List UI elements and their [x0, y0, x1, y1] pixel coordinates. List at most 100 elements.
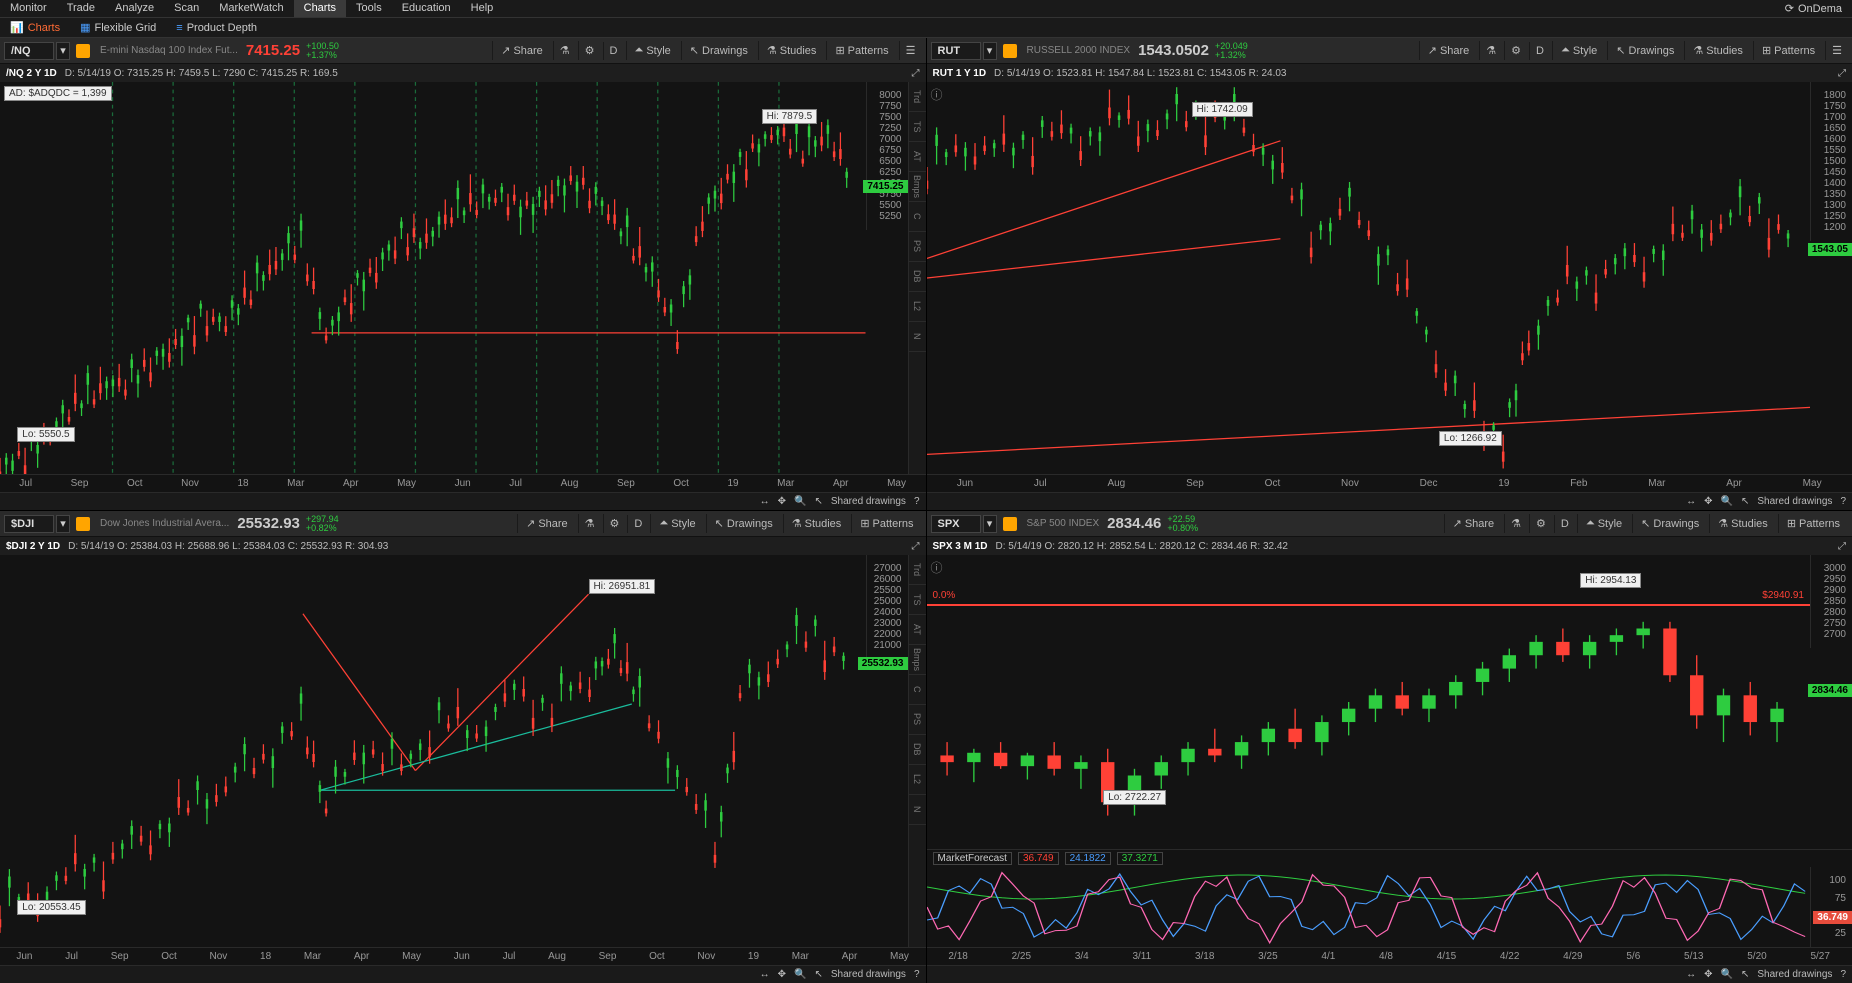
- side-tab-c[interactable]: C: [909, 202, 926, 232]
- zoom-icon[interactable]: 🔍: [1721, 969, 1733, 980]
- interval-button[interactable]: D: [1554, 515, 1575, 533]
- drawings-button[interactable]: ↖Drawings: [681, 41, 756, 60]
- cursor-icon[interactable]: ↖: [815, 496, 823, 507]
- shared-drawings-label[interactable]: Shared drawings: [1757, 969, 1832, 980]
- shared-drawings-label[interactable]: Shared drawings: [831, 496, 906, 507]
- interval-button[interactable]: D: [627, 515, 648, 533]
- list-icon[interactable]: ☰: [1825, 41, 1848, 60]
- symbol-input[interactable]: SPX: [931, 515, 981, 533]
- gear-icon[interactable]: ⚙: [1504, 41, 1527, 60]
- zoom-icon[interactable]: 🔍: [794, 969, 806, 980]
- side-tab-ps[interactable]: PS: [909, 705, 926, 735]
- patterns-button[interactable]: ⊞Patterns: [851, 514, 921, 533]
- share-button[interactable]: ↗Share: [1419, 41, 1478, 60]
- crosshair-icon[interactable]: ✥: [778, 496, 786, 507]
- menu-analyze[interactable]: Analyze: [105, 0, 164, 17]
- side-tab-at[interactable]: AT: [909, 615, 926, 645]
- cursor-icon[interactable]: ↖: [1741, 969, 1749, 980]
- share-button[interactable]: ↗Share: [517, 514, 576, 533]
- share-button[interactable]: ↗Share: [1444, 514, 1503, 533]
- symbol-dropdown[interactable]: ▾: [983, 42, 997, 60]
- drawings-button[interactable]: ↖Drawings: [706, 514, 781, 533]
- cursor-icon[interactable]: ↖: [1741, 496, 1749, 507]
- list-icon[interactable]: ☰: [899, 41, 922, 60]
- menu-help[interactable]: Help: [461, 0, 504, 17]
- zoom-icon[interactable]: 🔍: [794, 496, 806, 507]
- side-tab-ts[interactable]: TS: [909, 112, 926, 142]
- chart-plot-area[interactable]: Hi: 1742.09Lo: 1266.92ⓘ: [927, 82, 1811, 474]
- crosshair-icon[interactable]: ✥: [1704, 969, 1712, 980]
- menu-education[interactable]: Education: [392, 0, 461, 17]
- help-icon[interactable]: ?: [914, 496, 920, 507]
- menu-scan[interactable]: Scan: [164, 0, 209, 17]
- shared-drawings-label[interactable]: Shared drawings: [1757, 496, 1832, 507]
- menu-trade[interactable]: Trade: [57, 0, 105, 17]
- patterns-button[interactable]: ⊞Patterns: [1753, 41, 1823, 60]
- cursor-icon[interactable]: ↖: [815, 969, 823, 980]
- side-tab-n[interactable]: N: [909, 795, 926, 825]
- subbar-flexible-grid[interactable]: ▦Flexible Grid: [70, 19, 166, 36]
- menu-tools[interactable]: Tools: [346, 0, 392, 17]
- studies-button[interactable]: ⚗Studies: [783, 514, 850, 533]
- side-tab-db[interactable]: DB: [909, 735, 926, 765]
- drawings-button[interactable]: ↖Drawings: [1607, 41, 1682, 60]
- menu-monitor[interactable]: Monitor: [0, 0, 57, 17]
- side-tab-trd[interactable]: Trd: [909, 555, 926, 585]
- subbar-product-depth[interactable]: ≡Product Depth: [166, 20, 267, 36]
- ondemand-button[interactable]: ⟳OnDema: [1775, 0, 1852, 17]
- help-icon[interactable]: ?: [1840, 496, 1846, 507]
- gear-icon[interactable]: ⚙: [578, 41, 601, 60]
- side-tab-bmps[interactable]: Bmps: [909, 172, 926, 202]
- symbol-input[interactable]: /NQ: [4, 42, 54, 60]
- link-icon[interactable]: [76, 517, 90, 531]
- chart-plot-area[interactable]: Hi: 26951.81Lo: 20553.45: [0, 555, 866, 947]
- flask-icon[interactable]: ⚗: [1479, 41, 1502, 60]
- drawings-button[interactable]: ↖Drawings: [1632, 514, 1707, 533]
- side-tab-trd[interactable]: Trd: [909, 82, 926, 112]
- patterns-button[interactable]: ⊞Patterns: [1778, 514, 1848, 533]
- pan-icon[interactable]: ↔: [1686, 969, 1696, 980]
- symbol-dropdown[interactable]: ▾: [56, 42, 70, 60]
- share-button[interactable]: ↗Share: [492, 41, 551, 60]
- style-button[interactable]: ⏶Style: [1577, 514, 1630, 533]
- studies-button[interactable]: ⚗Studies: [1709, 514, 1776, 533]
- patterns-button[interactable]: ⊞Patterns: [826, 41, 896, 60]
- side-tab-n[interactable]: N: [909, 322, 926, 352]
- expand-icon[interactable]: ⤢: [912, 541, 920, 552]
- crosshair-icon[interactable]: ✥: [778, 969, 786, 980]
- side-tab-db[interactable]: DB: [909, 262, 926, 292]
- symbol-input[interactable]: RUT: [931, 42, 981, 60]
- shared-drawings-label[interactable]: Shared drawings: [831, 969, 906, 980]
- link-icon[interactable]: [1003, 44, 1017, 58]
- side-tab-ps[interactable]: PS: [909, 232, 926, 262]
- side-tab-c[interactable]: C: [909, 675, 926, 705]
- side-tab-at[interactable]: AT: [909, 142, 926, 172]
- info-icon[interactable]: ⓘ: [931, 86, 943, 103]
- studies-button[interactable]: ⚗Studies: [758, 41, 825, 60]
- zoom-icon[interactable]: 🔍: [1721, 496, 1733, 507]
- flask-icon[interactable]: ⚗: [1504, 514, 1527, 533]
- crosshair-icon[interactable]: ✥: [1704, 496, 1712, 507]
- menu-charts[interactable]: Charts: [294, 0, 346, 17]
- chart-plot-area[interactable]: Hi: 2954.13Lo: 2722.270.0% $2940.91ⓘ: [927, 555, 1811, 849]
- style-button[interactable]: ⏶Style: [650, 514, 703, 533]
- style-button[interactable]: ⏶Style: [1552, 41, 1605, 60]
- style-button[interactable]: ⏶Style: [626, 41, 679, 60]
- chart-body[interactable]: Hi: 2954.13Lo: 2722.270.0% $2940.91ⓘ 300…: [927, 555, 1852, 849]
- help-icon[interactable]: ?: [1840, 969, 1846, 980]
- symbol-input[interactable]: $DJI: [4, 515, 54, 533]
- help-icon[interactable]: ?: [914, 969, 920, 980]
- flask-icon[interactable]: ⚗: [578, 514, 601, 533]
- interval-button[interactable]: D: [1529, 42, 1550, 60]
- chart-plot-area[interactable]: AD: $ADQDC = 1,399Hi: 7879.5Lo: 5550.5: [0, 82, 866, 474]
- chart-body[interactable]: Hi: 1742.09Lo: 1266.92ⓘ 1800175017001650…: [927, 82, 1852, 474]
- chart-body[interactable]: AD: $ADQDC = 1,399Hi: 7879.5Lo: 5550.5 8…: [0, 82, 926, 474]
- pan-icon[interactable]: ↔: [760, 969, 770, 980]
- symbol-dropdown[interactable]: ▾: [56, 515, 70, 533]
- side-tab-ts[interactable]: TS: [909, 585, 926, 615]
- side-tab-l2[interactable]: L2: [909, 765, 926, 795]
- link-icon[interactable]: [76, 44, 90, 58]
- side-tab-bmps[interactable]: Bmps: [909, 645, 926, 675]
- subbar-charts[interactable]: 📊Charts: [0, 19, 70, 36]
- interval-button[interactable]: D: [603, 42, 624, 60]
